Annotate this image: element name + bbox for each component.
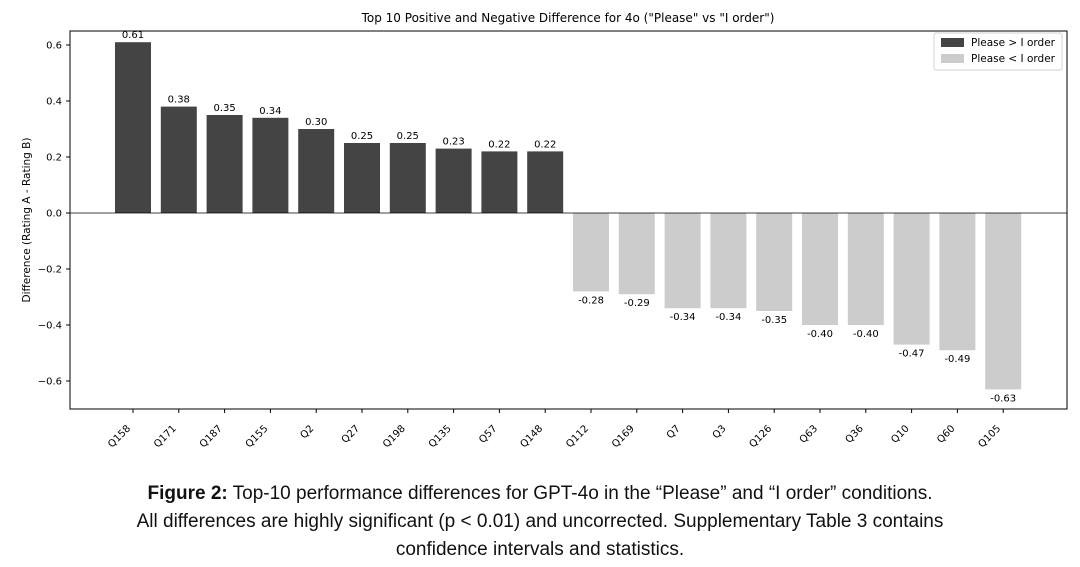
- x-tick-label-q3: Q3: [711, 423, 729, 441]
- legend-label-negative: Please < I order: [971, 53, 1056, 65]
- value-label-q7: -0.34: [670, 312, 696, 323]
- bar-q63: [802, 213, 838, 325]
- x-tick-label-q171: Q171: [152, 423, 179, 450]
- y-tick-label: −0.6: [38, 377, 62, 388]
- y-tick-label: −0.4: [38, 321, 62, 332]
- bar-q2: [298, 129, 335, 213]
- caption-figure-number: Figure 2:: [147, 483, 228, 504]
- bar-q60: [939, 213, 976, 351]
- x-tick-label-q148: Q148: [518, 423, 545, 450]
- bar-q148: [527, 151, 564, 213]
- legend-label-positive: Please > I order: [971, 37, 1056, 49]
- y-tick-label: 0.0: [46, 209, 62, 220]
- chart-title: Top 10 Positive and Negative Difference …: [361, 11, 775, 25]
- bar-q105: [985, 213, 1022, 390]
- value-label-q57: 0.22: [488, 139, 510, 150]
- y-tick-label: −0.2: [38, 265, 62, 276]
- bar-q27: [344, 143, 380, 213]
- x-tick-label-q126: Q126: [747, 423, 774, 450]
- bar-q3: [710, 213, 747, 309]
- value-label-q171: 0.38: [168, 95, 190, 106]
- x-tick-label-q187: Q187: [198, 423, 225, 450]
- figure-caption: Figure 2: Top-10 performance differences…: [0, 480, 1080, 564]
- bar-q158: [115, 42, 151, 214]
- legend-box: [933, 32, 1063, 71]
- bar-q169: [618, 213, 655, 295]
- x-tick-label-q10: Q10: [889, 423, 911, 445]
- caption-text-1: Top-10 performance differences for GPT-4…: [232, 483, 933, 504]
- x-tick-label-q105: Q105: [976, 423, 1003, 450]
- caption-line-1: Figure 2: Top-10 performance differences…: [0, 480, 1080, 508]
- bar-q198: [389, 143, 426, 213]
- value-label-q198: 0.25: [397, 131, 419, 142]
- value-label-q36: -0.40: [853, 329, 879, 340]
- value-label-q155: 0.34: [259, 106, 281, 117]
- legend-swatch-positive: [941, 38, 964, 47]
- x-tick-label-q7: Q7: [665, 423, 683, 441]
- bar-q135: [435, 148, 472, 213]
- legend-swatch-negative: [941, 54, 964, 63]
- value-label-q10: -0.47: [899, 349, 925, 360]
- y-tick-label: 0.2: [46, 153, 62, 164]
- value-label-q27: 0.25: [351, 131, 373, 142]
- legend: Please > I order Please < I order: [933, 32, 1063, 71]
- bar-chart: Top 10 Positive and Negative Difference …: [21, 11, 1068, 450]
- value-label-q187: 0.35: [213, 103, 235, 114]
- value-label-q2: 0.30: [305, 117, 327, 128]
- value-label-q60: -0.49: [944, 354, 970, 365]
- bar-q7: [664, 213, 701, 309]
- bar-q155: [252, 117, 289, 213]
- value-label-q3: -0.34: [715, 312, 741, 323]
- value-label-q105: -0.63: [990, 393, 1016, 404]
- bar-q112: [573, 213, 609, 292]
- x-tick-label-q155: Q155: [244, 423, 271, 450]
- x-tick-label-q135: Q135: [427, 423, 454, 450]
- y-tick-label: 0.4: [46, 97, 62, 108]
- x-tick-label-q2: Q2: [298, 423, 316, 441]
- bar-q36: [847, 213, 884, 325]
- x-tick-label-q198: Q198: [381, 423, 408, 450]
- y-axis-label: Difference (Rating A - Rating B): [21, 138, 33, 303]
- y-tick-label: 0.6: [46, 41, 62, 52]
- x-tick-label-q57: Q57: [477, 423, 499, 445]
- caption-line-2: All differences are highly significant (…: [136, 511, 944, 532]
- caption-line-3: confidence intervals and statistics.: [395, 539, 685, 560]
- x-tick-label-q169: Q169: [610, 423, 637, 450]
- value-label-q63: -0.40: [807, 329, 833, 340]
- x-tick-label-q27: Q27: [340, 423, 362, 445]
- x-tick-label-q36: Q36: [844, 423, 866, 445]
- value-label-q135: 0.23: [442, 137, 464, 148]
- value-label-q126: -0.35: [761, 315, 787, 326]
- value-label-q112: -0.28: [578, 295, 604, 306]
- bar-q171: [160, 106, 197, 213]
- value-label-q158: 0.61: [122, 30, 144, 41]
- bar-q126: [756, 213, 793, 311]
- x-tick-label-q112: Q112: [564, 423, 591, 450]
- bar-q187: [206, 115, 243, 213]
- bar-q10: [893, 213, 930, 345]
- bar-q57: [481, 151, 518, 213]
- value-label-q169: -0.29: [624, 298, 650, 309]
- x-tick-label-q63: Q63: [798, 423, 820, 445]
- value-label-q148: 0.22: [534, 139, 556, 150]
- x-tick-label-q158: Q158: [106, 423, 133, 450]
- x-tick-label-q60: Q60: [935, 423, 957, 445]
- plot-frame: [69, 30, 1068, 410]
